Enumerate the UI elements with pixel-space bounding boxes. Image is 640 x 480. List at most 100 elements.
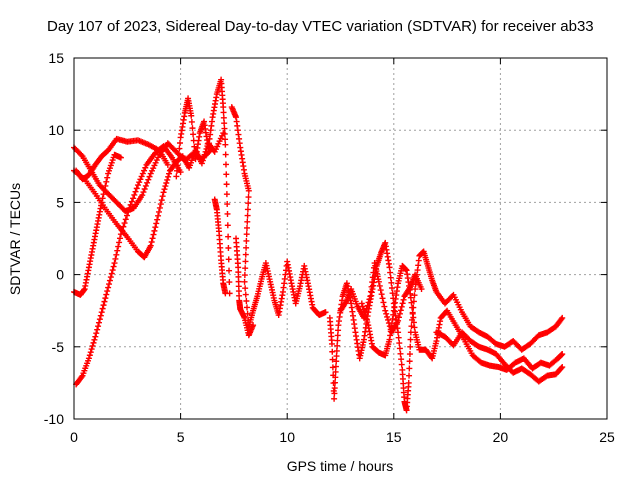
data-point-marker <box>163 180 170 187</box>
data-point-marker <box>397 307 404 314</box>
data-point-marker <box>139 192 146 199</box>
data-point-marker <box>243 231 250 238</box>
data-point-marker <box>175 156 182 163</box>
data-point-marker <box>395 334 402 341</box>
data-point-marker <box>384 313 391 320</box>
data-point-marker <box>119 227 126 234</box>
data-point-marker <box>331 385 338 392</box>
data-point-marker <box>222 151 229 158</box>
data-point-marker <box>189 125 196 132</box>
data-point-marker <box>106 281 113 288</box>
data-point-marker <box>332 379 339 386</box>
data-point-marker <box>223 171 230 178</box>
data-point-marker <box>388 279 395 286</box>
data-point-marker <box>379 295 386 302</box>
data-point-marker <box>360 314 367 321</box>
data-point-marker <box>225 244 232 251</box>
data-point-marker <box>333 358 340 365</box>
data-points <box>71 76 566 414</box>
data-point-marker <box>377 287 384 294</box>
data-point-marker <box>161 186 168 193</box>
data-point-marker <box>97 312 104 319</box>
data-point-marker <box>244 206 251 213</box>
data-point-marker <box>136 179 143 186</box>
x-tick-label: 10 <box>279 429 295 445</box>
data-point-marker <box>123 212 130 219</box>
data-point-marker <box>375 278 382 285</box>
data-point-marker <box>380 299 387 306</box>
data-point-marker <box>405 379 412 386</box>
data-point-marker <box>107 274 114 281</box>
data-point-marker <box>243 298 250 305</box>
data-point-marker <box>364 302 371 309</box>
data-point-marker <box>114 247 121 254</box>
data-point-marker <box>558 316 565 323</box>
data-point-marker <box>111 260 118 267</box>
data-point-marker <box>558 365 565 372</box>
data-point-marker <box>174 162 181 169</box>
data-point-marker <box>130 195 137 202</box>
data-point-marker <box>322 309 329 316</box>
data-point-marker <box>78 373 85 380</box>
data-point-marker <box>224 222 231 229</box>
data-point-marker <box>175 151 182 158</box>
data-point-marker <box>331 395 338 402</box>
x-tick-label: 25 <box>599 429 615 445</box>
data-point-marker <box>177 169 184 176</box>
y-tick-label: -10 <box>44 411 64 427</box>
data-point-marker <box>131 191 138 198</box>
data-point-marker <box>389 290 396 297</box>
data-point-marker <box>222 290 229 297</box>
data-point-marker <box>153 220 160 227</box>
data-point-marker <box>127 201 134 208</box>
data-point-marker <box>329 356 336 363</box>
data-point-marker <box>559 351 566 358</box>
series-track-3 <box>71 151 124 298</box>
data-point-marker <box>386 323 393 330</box>
series-track-6 <box>173 76 233 297</box>
data-point-marker <box>109 267 116 274</box>
data-point-marker <box>406 372 413 379</box>
data-point-marker <box>395 329 402 336</box>
data-point-marker <box>250 322 257 329</box>
data-point-marker <box>388 285 395 292</box>
data-point-marker <box>222 161 229 168</box>
series-track-11 <box>358 262 566 373</box>
data-point-marker <box>102 182 109 189</box>
data-point-marker <box>387 274 394 281</box>
data-point-marker <box>335 327 342 334</box>
data-point-marker <box>225 256 232 263</box>
data-point-marker <box>125 208 132 215</box>
data-point-marker <box>365 299 372 306</box>
data-point-marker <box>333 353 340 360</box>
data-point-marker <box>132 188 139 195</box>
data-point-marker <box>331 390 338 397</box>
data-point-marker <box>397 350 404 357</box>
data-point-marker <box>165 173 172 180</box>
data-point-marker <box>126 205 133 212</box>
series-track-13 <box>337 260 425 336</box>
data-point-marker <box>329 364 336 371</box>
data-point-marker <box>162 183 169 190</box>
data-point-marker <box>106 277 113 284</box>
data-point-marker <box>366 296 373 303</box>
data-point-marker <box>378 291 385 298</box>
x-tick-label: 20 <box>493 429 509 445</box>
data-point-marker <box>116 239 123 246</box>
data-point-marker <box>407 336 414 343</box>
data-point-marker <box>164 176 171 183</box>
y-tick-label: 5 <box>56 194 64 210</box>
data-point-marker <box>85 355 92 362</box>
data-point-marker <box>408 323 415 330</box>
data-point-marker <box>117 231 124 238</box>
data-point-marker <box>361 311 368 318</box>
data-point-marker <box>151 227 158 234</box>
data-point-marker <box>103 291 110 298</box>
series-track-9 <box>233 235 257 339</box>
grid-lines <box>74 58 607 419</box>
data-point-marker <box>407 343 414 350</box>
data-point-marker <box>243 244 250 251</box>
x-axis-label: GPS time / hours <box>287 458 394 474</box>
data-point-marker <box>155 212 162 219</box>
data-point-marker <box>78 151 85 158</box>
